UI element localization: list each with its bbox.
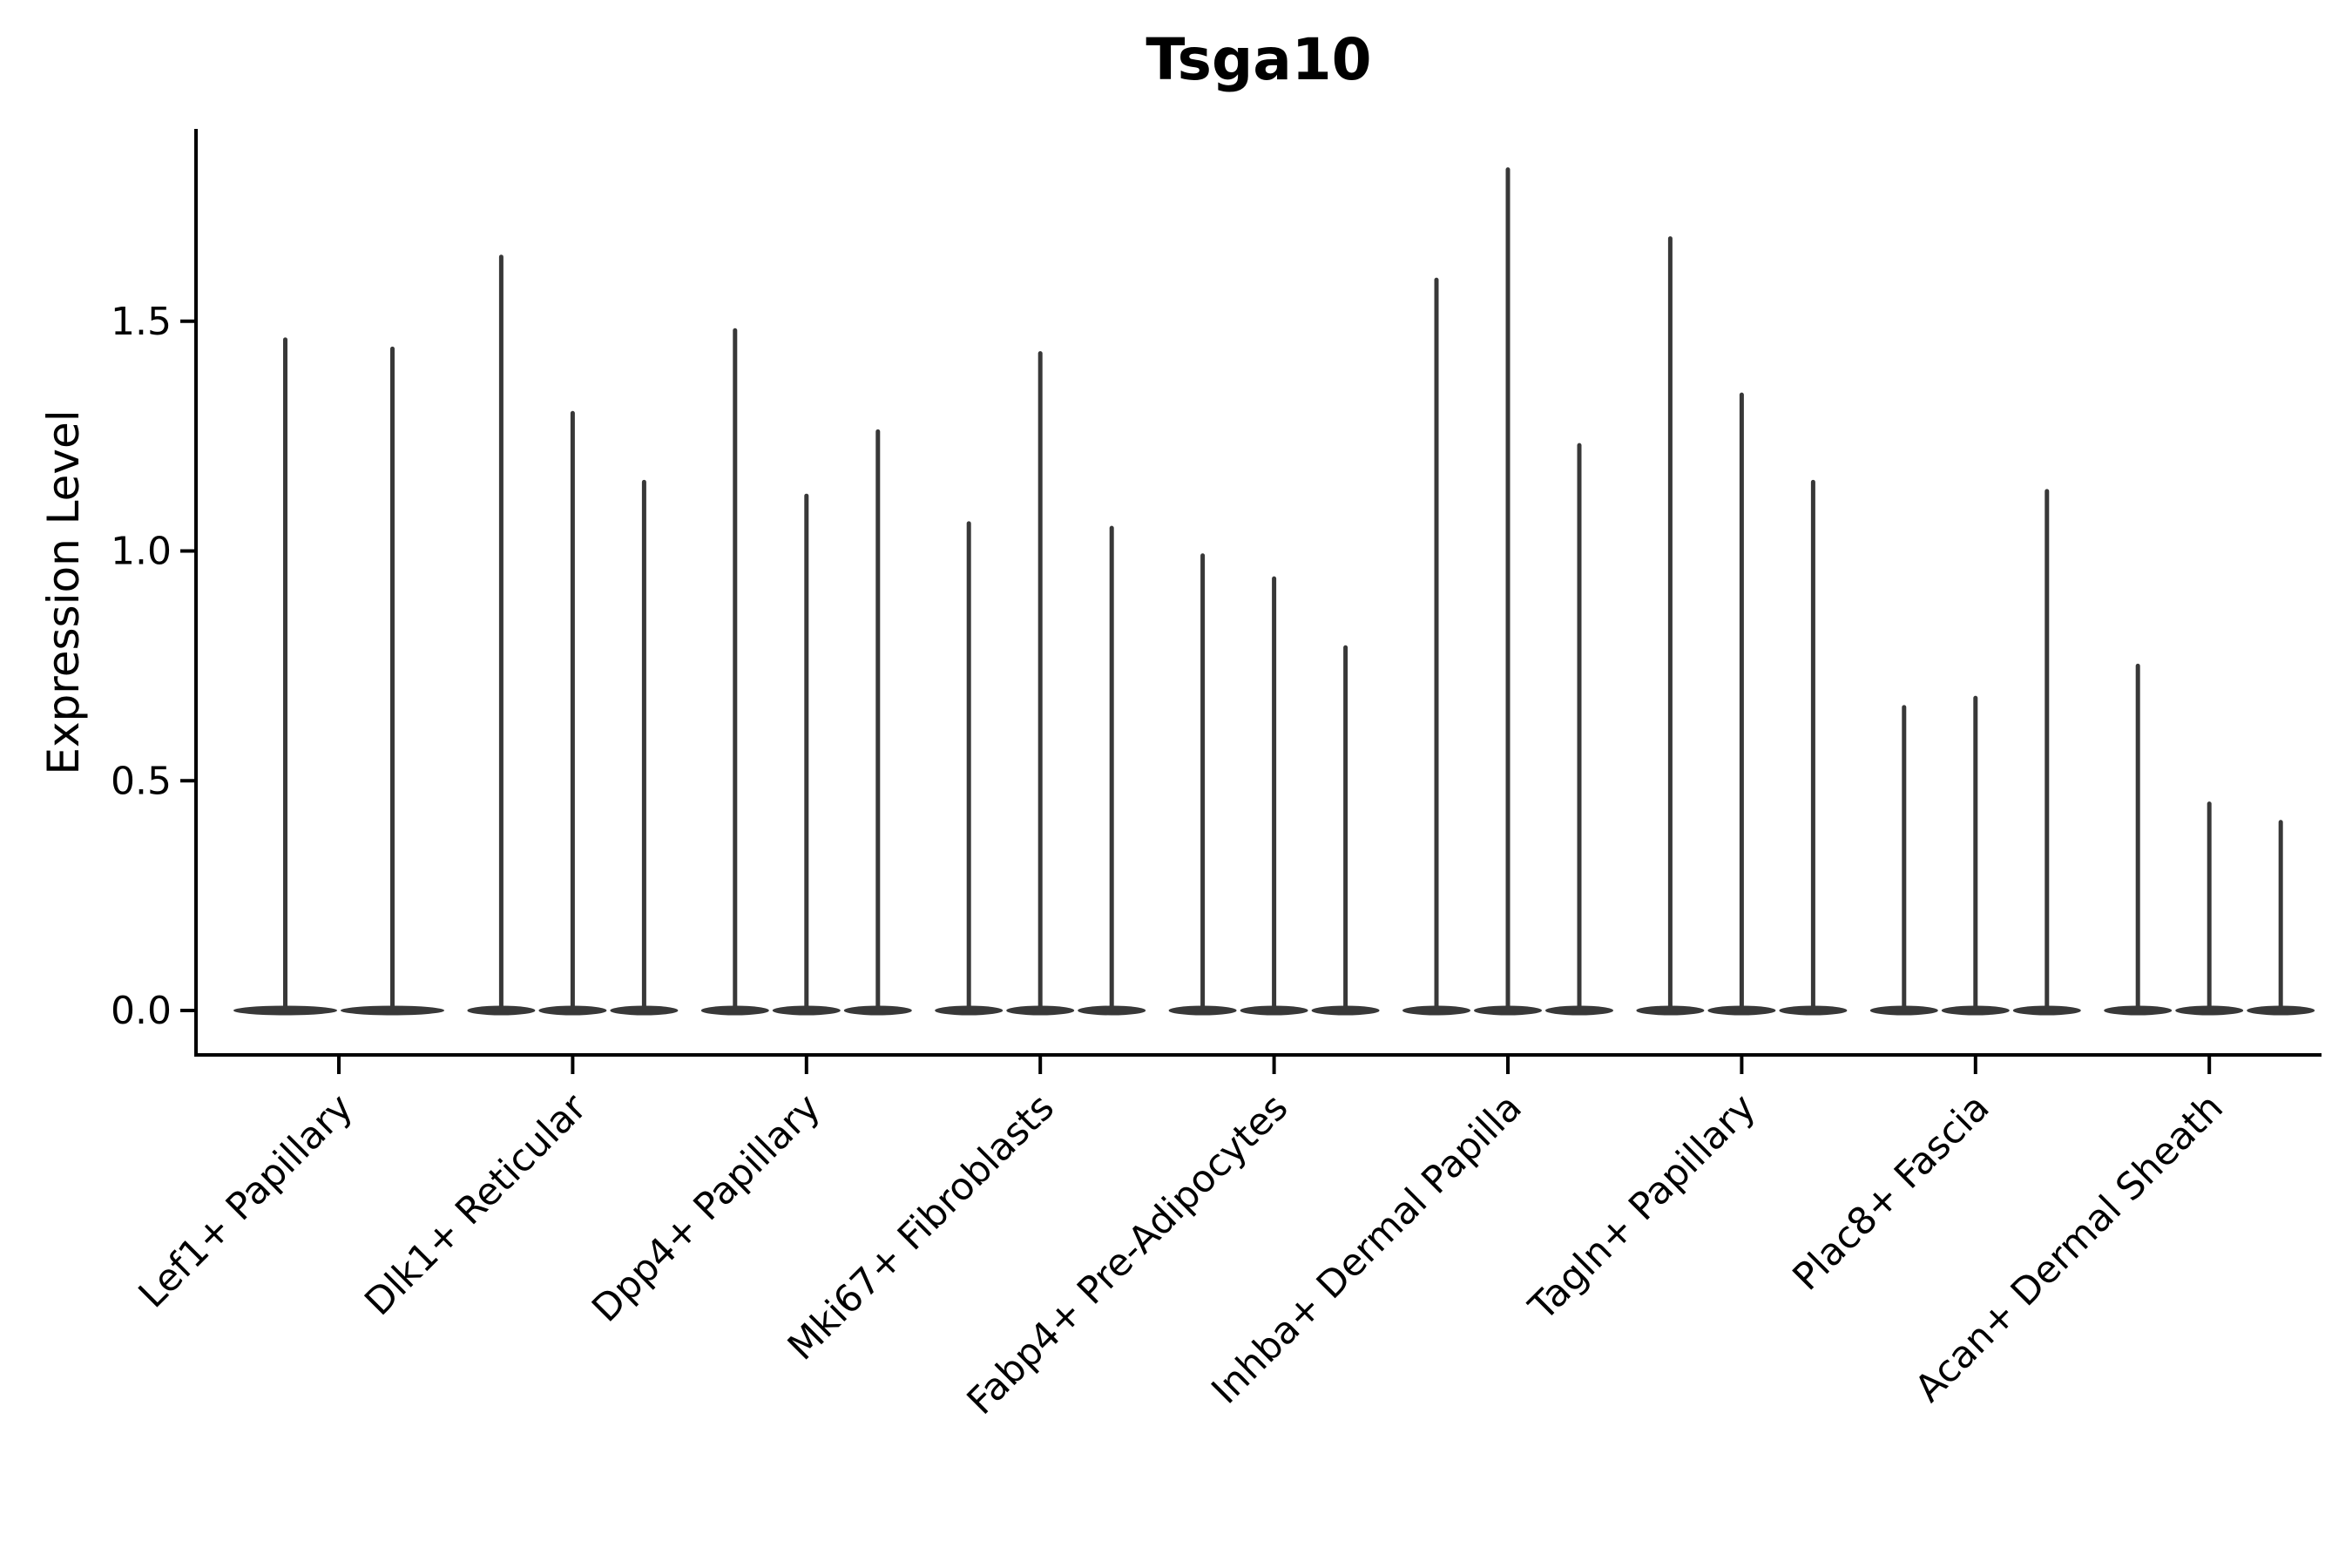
- y-tick-label: 0.0: [111, 989, 172, 1033]
- x-tick-label: Tagln+ Papillary: [1520, 1085, 1764, 1329]
- y-tick-label: 1.0: [111, 530, 172, 574]
- x-tick-label: Mki67+ Fibroblasts: [780, 1085, 1063, 1369]
- y-tick-label: 0.5: [111, 759, 172, 803]
- y-axis-title: Expression Level: [38, 409, 89, 775]
- y-tick-label: 1.5: [111, 300, 172, 344]
- x-tick-label: Dpp4+ Papillary: [584, 1085, 828, 1330]
- x-tick-label: Plac8+ Fascia: [1785, 1085, 1998, 1299]
- x-tick-label: Dlk1+ Reticular: [356, 1085, 595, 1324]
- x-tick-label: Lef1+ Papillary: [131, 1085, 362, 1316]
- chart-title: Tsga10: [1146, 26, 1372, 93]
- axis-spine: [194, 129, 2322, 1057]
